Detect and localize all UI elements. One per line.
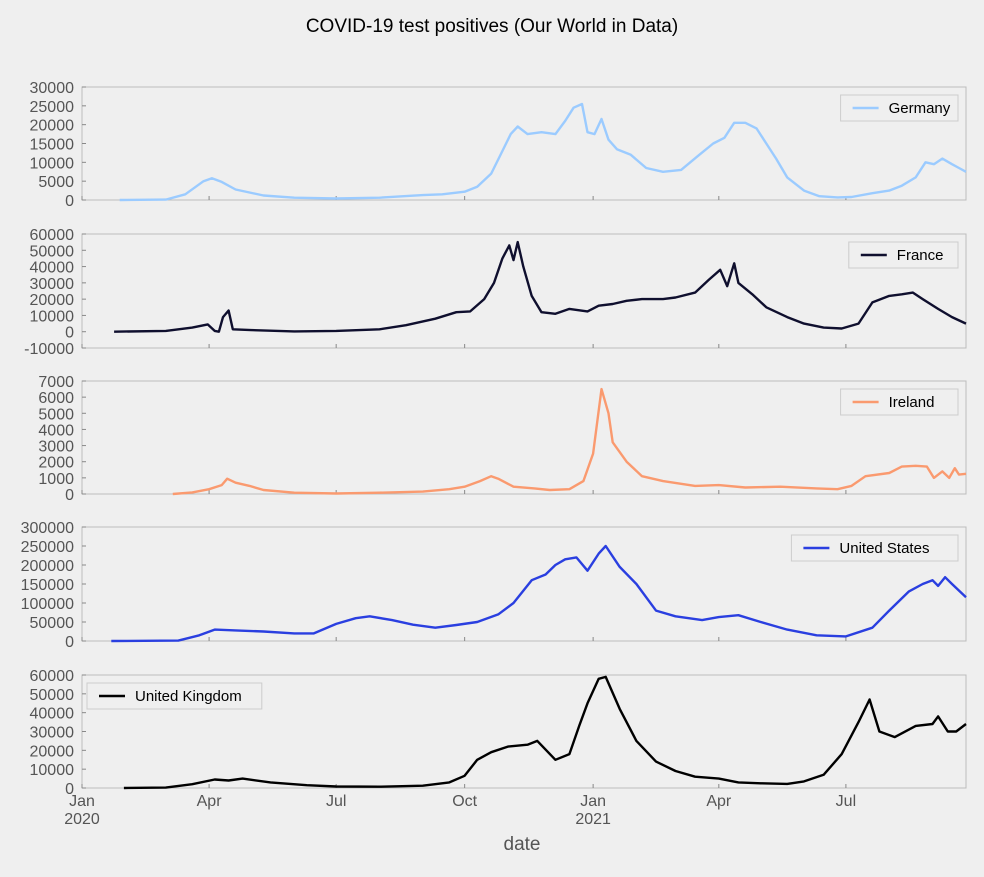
- y-tick-label: 0: [65, 487, 74, 504]
- y-tick-label: 60000: [30, 668, 75, 685]
- y-tick-label: 10000: [30, 308, 75, 325]
- y-tick-label: 60000: [30, 227, 75, 244]
- y-tick-label: 20000: [30, 118, 75, 135]
- y-tick-label: 5000: [38, 406, 74, 423]
- y-tick-label: 50000: [30, 243, 75, 260]
- legend: United Kingdom: [86, 682, 263, 710]
- x-tick-label: Apr: [706, 793, 732, 810]
- y-tick-label: 5000: [38, 174, 74, 191]
- y-tick-label: 250000: [21, 539, 74, 556]
- y-tick-label: 30000: [30, 276, 75, 293]
- legend: France: [848, 241, 959, 269]
- y-tick-label: 0: [65, 634, 74, 651]
- x-tick-label: Jul: [836, 793, 856, 810]
- y-tick-label: 100000: [21, 596, 74, 613]
- chart-title: COVID-19 test positives (Our World in Da…: [306, 16, 678, 37]
- legend: Germany: [840, 94, 959, 122]
- x-tick-label: Jul: [326, 793, 346, 810]
- x-tick-label: Jan: [580, 793, 606, 810]
- y-tick-label: 15000: [30, 137, 75, 154]
- x-tick-label: Apr: [197, 793, 223, 810]
- y-tick-label: -10000: [24, 341, 74, 358]
- y-tick-label: 4000: [38, 422, 74, 439]
- y-tick-label: 10000: [30, 155, 75, 172]
- y-tick-label: 0: [65, 325, 74, 342]
- legend: United States: [790, 534, 959, 562]
- y-tick-label: 25000: [30, 99, 75, 116]
- y-tick-label: 3000: [38, 439, 74, 456]
- x-axis-label: date: [504, 834, 541, 855]
- y-tick-label: 6000: [38, 390, 74, 407]
- y-tick-label: 40000: [30, 706, 75, 723]
- x-tick-label: Jan: [69, 793, 95, 810]
- panel-united-states: 0 50000 100000 150000 200000 250000 300000 Unit…: [21, 520, 967, 651]
- y-tick-label: 10000: [30, 762, 75, 779]
- x-tick-sublabel: 2020: [64, 811, 100, 828]
- axes-frame: [81, 86, 967, 201]
- y-tick-label: 0: [65, 781, 74, 798]
- series-line-united-kingdom: [123, 675, 967, 790]
- y-tick-label: 50000: [30, 687, 75, 704]
- legend-label: France: [897, 247, 944, 264]
- y-tick-label: 200000: [21, 558, 74, 575]
- y-tick-label: 1000: [38, 471, 74, 488]
- y-tick-label: 300000: [21, 520, 74, 537]
- y-tick-label: 0: [65, 193, 74, 210]
- y-tick-label: 30000: [30, 725, 75, 742]
- legend-label: Germany: [889, 100, 951, 117]
- x-tick-label: Oct: [452, 793, 477, 810]
- y-tick-label: 50000: [30, 615, 75, 632]
- y-tick-label: 20000: [30, 743, 75, 760]
- series-line-ireland: [172, 387, 967, 496]
- legend-label: Ireland: [889, 394, 935, 411]
- series-line-germany: [119, 102, 967, 202]
- series-line-france: [114, 240, 967, 333]
- y-tick-label: 150000: [21, 577, 74, 594]
- y-tick-label: 20000: [30, 292, 75, 309]
- y-tick-label: 30000: [30, 80, 75, 97]
- y-tick-label: 7000: [38, 374, 74, 391]
- legend-label: United States: [839, 540, 929, 557]
- legend: Ireland: [840, 388, 959, 416]
- series-line-united-states: [111, 544, 967, 643]
- y-tick-label: 2000: [38, 455, 74, 472]
- x-tick-sublabel: 2021: [575, 811, 611, 828]
- axes-frame: [81, 233, 967, 349]
- legend-label: United Kingdom: [135, 688, 242, 705]
- axes-frame: [81, 380, 967, 495]
- y-tick-label: 40000: [30, 260, 75, 277]
